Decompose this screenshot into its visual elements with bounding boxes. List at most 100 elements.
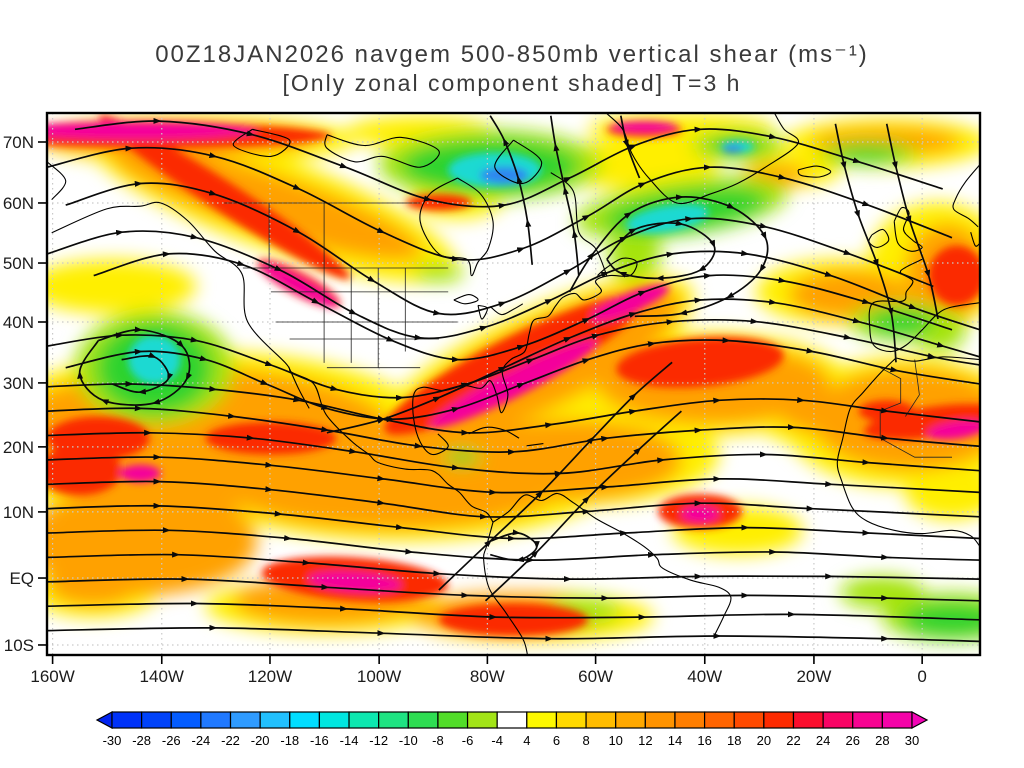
colorbar-tick-label: 8 [582, 733, 589, 748]
colorbar-segment [496, 711, 528, 729]
colorbar-segment [733, 711, 765, 729]
colorbar-tick-label: -28 [132, 733, 151, 748]
colorbar-segment [289, 711, 321, 729]
shear-shading-blob [681, 505, 719, 523]
shear-shading-blob [413, 263, 465, 283]
streamline [77, 326, 193, 406]
colorbar-tick-label: 26 [846, 733, 860, 748]
coastline [952, 164, 980, 228]
shear-shading-blob [840, 576, 924, 609]
colorbar-tick-label: -6 [462, 733, 474, 748]
colorbar-tick-label: -22 [221, 733, 240, 748]
shear-shading-blob [438, 603, 589, 637]
shear-shading-blob [900, 602, 980, 638]
y-axis-label: 70N [3, 133, 34, 152]
colorbar-tick-label: 28 [875, 733, 889, 748]
colorbar-tick-label: 16 [697, 733, 711, 748]
colorbar-tick-label: -14 [340, 733, 359, 748]
shear-shading-blob [905, 465, 980, 520]
colorbar-tick-label: 22 [786, 733, 800, 748]
streamline [47, 600, 980, 621]
map-frame [45, 111, 982, 657]
colorbar-segment [407, 711, 439, 729]
streamline [484, 410, 682, 602]
figure-title: 00Z18JAN2026 navgem 500-850mb vertical s… [155, 41, 869, 68]
y-axis-label: 30N [3, 374, 34, 393]
colorbar-segment [555, 711, 587, 729]
colorbar-segment [703, 711, 735, 729]
colorbar-segment [644, 711, 676, 729]
streamline [568, 194, 769, 318]
colorbar-tick-label: 24 [816, 733, 830, 748]
colorbar-segment [111, 711, 143, 729]
colorbar-left-arrow [95, 711, 113, 729]
streamline [112, 352, 174, 395]
colorbar-tick-label: -20 [251, 733, 270, 748]
colorbar-tick-label: -10 [399, 733, 418, 748]
x-axis-label: 160W [30, 667, 74, 686]
y-axis-label: 50N [3, 254, 34, 273]
colorbar-tick-label: 4 [523, 733, 530, 748]
colorbar-segment [792, 711, 824, 729]
y-axis-label: EQ [9, 569, 34, 588]
x-axis-label: 60W [578, 667, 613, 686]
streamline [885, 123, 939, 320]
colorbar-segment [881, 711, 913, 729]
colorbar-tick-label: -12 [369, 733, 388, 748]
colorbar-segment [763, 711, 795, 729]
streamline [489, 115, 534, 265]
streamline [47, 575, 980, 602]
colorbar-segment [348, 711, 380, 729]
x-axis-label: 40W [687, 667, 722, 686]
colorbar-segment [437, 711, 469, 729]
colorbar-segment [259, 711, 291, 729]
shear-shading-blob [448, 451, 477, 463]
colorbar-right-arrow [911, 711, 929, 729]
streamline [47, 624, 980, 643]
x-axis-label: 20W [796, 667, 831, 686]
colorbar-segment [615, 711, 646, 729]
colorbar-tick-label: -30 [103, 733, 122, 748]
axes: 70N 60N 50N 40N 30N 20N 10N EQ 10S 160W 140W 120W 10… [3, 111, 982, 686]
shear-shading-blob [47, 259, 197, 314]
colorbar: -30 -28 -26 -24 -22 -20 -18 -16 -14 -12 -10 -8 -6 -4 4… [95, 711, 929, 748]
colorbar-segment [674, 711, 706, 729]
colorbar-tick-label: 20 [757, 733, 771, 748]
colorbar-tick-label: 14 [668, 733, 682, 748]
y-axis-label: 10S [4, 636, 34, 655]
shear-shading-blob [47, 446, 122, 496]
streamline [549, 115, 580, 276]
colorbar-tick-label: -16 [310, 733, 329, 748]
streamline [834, 123, 897, 363]
colorbar-segment [200, 711, 232, 729]
colorbar-tick-label: 30 [905, 733, 919, 748]
x-axis-label: 80W [470, 667, 505, 686]
colorbar-tick-label: 18 [727, 733, 741, 748]
map-plot-area [47, 113, 980, 655]
shear-shading-blob [928, 245, 980, 306]
shear-shading-blob [722, 145, 744, 153]
colorbar-segment [170, 711, 202, 729]
shear-shading-blob [47, 562, 141, 607]
shear-shading-blob [927, 420, 980, 440]
shear-shading-blob [205, 421, 337, 455]
colorbar-segment [229, 711, 261, 729]
colorbar-tick-label: 6 [553, 733, 560, 748]
shear-shading-blob [119, 464, 161, 483]
streamlines [47, 115, 980, 643]
colorbar-segment [141, 711, 172, 729]
colorbar-segment [585, 711, 617, 729]
colorbar-tick-label: -24 [191, 733, 210, 748]
colorbar-tick-label: -8 [432, 733, 444, 748]
y-axis-label: 60N [3, 194, 34, 213]
colorbar-segment [822, 711, 854, 729]
y-axis-label: 10N [3, 503, 34, 522]
x-axis-label: 0 [917, 667, 926, 686]
colorbar-segment [378, 711, 409, 729]
x-axis-label: 100W [357, 667, 401, 686]
y-axis-label: 20N [3, 438, 34, 457]
figure-subtitle: [Only zonal component shaded] T=3 h [283, 70, 742, 96]
streamline [619, 115, 641, 179]
